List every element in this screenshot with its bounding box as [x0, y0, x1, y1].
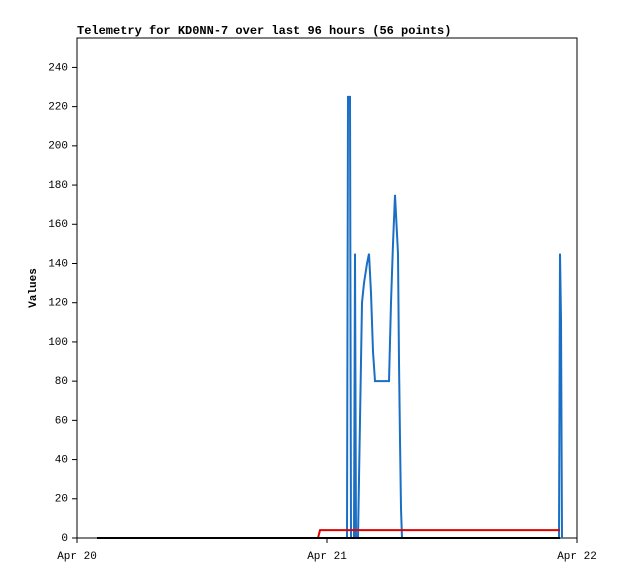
- chart-title: Telemetry for KD0NN-7 over last 96 hours…: [77, 24, 451, 38]
- y-axis-label: Values: [28, 268, 40, 308]
- y-tick-label: 0: [61, 533, 68, 545]
- y-tick-label: 100: [48, 337, 68, 349]
- x-tick-label: Apr 21: [307, 551, 347, 563]
- x-tick-label: Apr 20: [57, 551, 97, 563]
- y-tick-label: 120: [48, 298, 68, 310]
- y-tick-label: 40: [55, 454, 68, 466]
- x-tick-label: Apr 22: [557, 551, 597, 563]
- y-tick-label: 80: [55, 376, 68, 388]
- y-tick-label: 20: [55, 494, 68, 506]
- y-tick-label: 220: [48, 102, 68, 114]
- y-tick-label: 60: [55, 415, 68, 427]
- y-tick-label: 160: [48, 219, 68, 231]
- y-tick-label: 180: [48, 180, 68, 192]
- y-tick-label: 140: [48, 258, 68, 270]
- y-tick-label: 240: [48, 62, 68, 74]
- y-tick-label: 200: [48, 141, 68, 153]
